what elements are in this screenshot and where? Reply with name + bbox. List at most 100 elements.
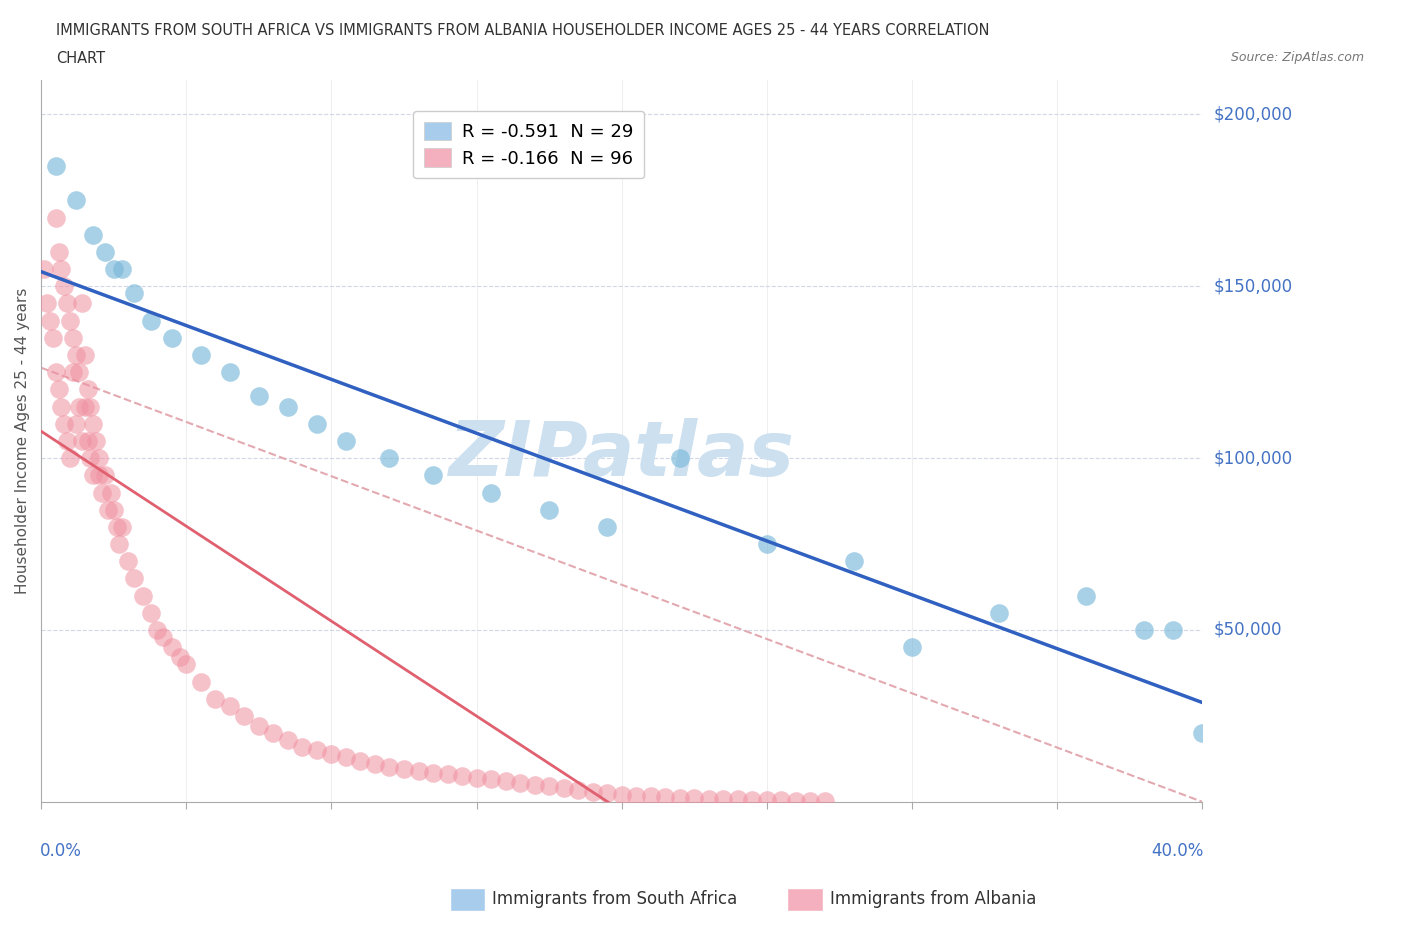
Point	[35, 296, 58, 311]
Point	[582, 784, 605, 799]
Point	[741, 792, 763, 807]
Point	[988, 605, 1011, 620]
Point	[48, 245, 70, 259]
Point	[70, 433, 93, 448]
Point	[451, 768, 474, 783]
Point	[1191, 725, 1213, 740]
Point	[79, 451, 101, 466]
Legend: R = -0.591  N = 29, R = -0.166  N = 96: R = -0.591 N = 29, R = -0.166 N = 96	[413, 111, 644, 179]
Text: 0.0%: 0.0%	[39, 842, 82, 859]
Point	[422, 765, 444, 780]
Text: $50,000: $50,000	[1213, 621, 1282, 639]
Point	[76, 382, 98, 397]
Point	[640, 789, 662, 804]
Point	[321, 746, 343, 761]
Point	[51, 399, 73, 414]
Point	[364, 757, 387, 772]
Point	[94, 468, 117, 483]
Point	[89, 451, 111, 466]
Text: 40.0%: 40.0%	[1152, 842, 1204, 859]
Point	[291, 739, 314, 754]
Point	[160, 640, 183, 655]
Point	[45, 210, 67, 225]
Point	[89, 468, 111, 483]
Point	[82, 417, 104, 432]
Point	[100, 485, 122, 500]
Point	[56, 296, 79, 311]
Point	[814, 793, 837, 808]
Point	[697, 791, 720, 806]
Point	[67, 399, 90, 414]
Point	[122, 286, 145, 300]
Point	[626, 789, 648, 804]
Point	[1076, 588, 1098, 603]
Point	[59, 451, 82, 466]
Point	[378, 760, 401, 775]
Point	[105, 520, 128, 535]
Point	[335, 750, 357, 764]
Point	[901, 640, 924, 655]
Point	[174, 657, 197, 671]
Point	[277, 733, 299, 748]
Point	[82, 468, 104, 483]
Point	[683, 790, 706, 805]
Text: Immigrants from Albania: Immigrants from Albania	[830, 890, 1036, 909]
Point	[132, 588, 155, 603]
Text: $200,000: $200,000	[1213, 105, 1292, 124]
Point	[108, 537, 131, 551]
Point	[479, 485, 502, 500]
Point	[654, 790, 676, 804]
Point	[32, 261, 55, 276]
Point	[103, 261, 125, 276]
Point	[538, 779, 561, 794]
Point	[408, 764, 430, 778]
Point	[567, 782, 589, 797]
Point	[233, 709, 256, 724]
Point	[668, 451, 690, 466]
Point	[53, 417, 76, 432]
Point	[122, 571, 145, 586]
Point	[111, 261, 134, 276]
Text: $150,000: $150,000	[1213, 277, 1292, 296]
Point	[97, 502, 120, 517]
Point	[422, 468, 444, 483]
Point	[247, 719, 270, 734]
Point	[799, 793, 821, 808]
Point	[73, 348, 96, 363]
Point	[596, 786, 619, 801]
Point	[45, 159, 67, 174]
Point	[668, 790, 690, 805]
Point	[67, 365, 90, 379]
Point	[335, 433, 357, 448]
Text: Source: ZipAtlas.com: Source: ZipAtlas.com	[1230, 51, 1364, 64]
Point	[94, 245, 117, 259]
Point	[73, 399, 96, 414]
Point	[84, 433, 107, 448]
Point	[305, 417, 328, 432]
Point	[65, 193, 87, 207]
Point	[82, 227, 104, 242]
Text: ZIPatlas: ZIPatlas	[449, 418, 794, 492]
Point	[495, 774, 517, 789]
Point	[755, 537, 778, 551]
Point	[596, 520, 619, 535]
Point	[755, 792, 778, 807]
Point	[79, 399, 101, 414]
Point	[479, 772, 502, 787]
Point	[553, 780, 575, 795]
Point	[218, 698, 240, 713]
Point	[204, 691, 226, 706]
Point	[146, 622, 169, 637]
Point	[842, 553, 865, 568]
Point	[152, 630, 174, 644]
Point	[117, 553, 139, 568]
Point	[62, 365, 84, 379]
Point	[711, 791, 734, 806]
Point	[56, 433, 79, 448]
Point	[48, 382, 70, 397]
Point	[91, 485, 114, 500]
Point	[45, 365, 67, 379]
Point	[141, 313, 163, 328]
Point	[247, 389, 270, 404]
Point	[392, 762, 415, 777]
